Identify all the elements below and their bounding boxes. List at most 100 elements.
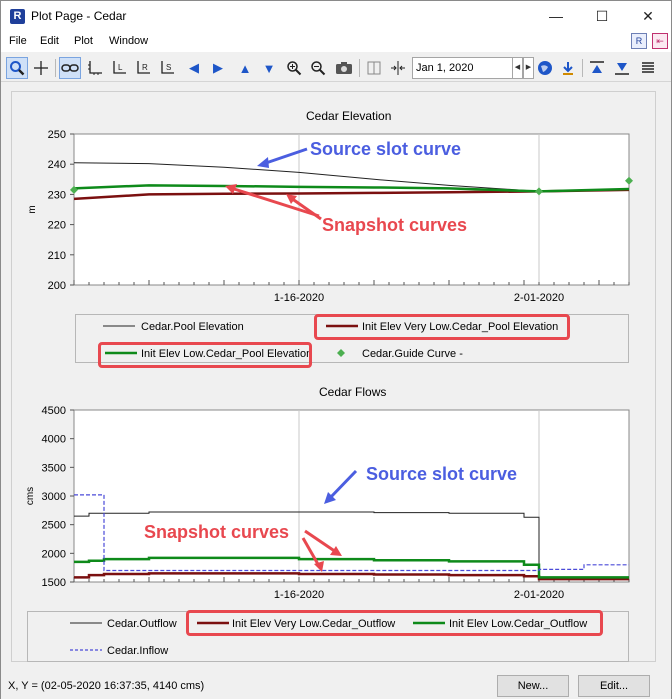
globe-icon[interactable] — [534, 57, 556, 79]
chart2-title: Cedar Flows — [319, 385, 387, 399]
date-prev-button[interactable]: ◀ — [512, 57, 523, 79]
menu-edit[interactable]: Edit — [40, 35, 59, 47]
annotation-arrows-elevation — [225, 147, 322, 221]
axis-s-icon[interactable]: S — [156, 57, 178, 79]
status-bar: X, Y = (02-05-2020 16:37:35, 4140 cms) — [1, 673, 671, 699]
toolbar: L R S ◀ ▶ ▲ ▼ — [1, 54, 671, 82]
y-tick-label: 4500 — [42, 405, 66, 417]
y-tick-label: 1500 — [42, 577, 66, 589]
restore-doc-icon[interactable]: R — [631, 33, 647, 49]
axis-right-icon[interactable]: R — [132, 57, 154, 79]
flows-chart: 1-16-2020 2-01-2020 1500 2000 2500 3000 3500 40… — [25, 405, 630, 601]
series-line-init-elev-low-cedar-pool-elevation — [74, 184, 629, 193]
arrow-left-icon[interactable]: ◀ — [189, 60, 199, 75]
date-field[interactable]: Jan 1, 2020 — [412, 57, 513, 79]
y-tick-label: 220 — [48, 220, 66, 232]
annotation-snapshot-flows: Snapshot curves — [144, 522, 290, 542]
window-title: Plot Page - Cedar — [31, 9, 127, 23]
zoom-icon[interactable] — [6, 57, 28, 79]
series-marker-cedar-guide-curve — [70, 185, 78, 194]
split-icon[interactable] — [363, 57, 385, 79]
align-bottom-icon[interactable] — [611, 57, 633, 79]
x-tick-label: 2-01-2020 — [514, 292, 564, 304]
y-tick-label: 250 — [48, 129, 66, 141]
vertical-scrollbar[interactable] — [657, 91, 671, 662]
series-marker-cedar-guide-curve — [535, 187, 543, 196]
arrow-up-icon[interactable]: ▲ — [238, 60, 252, 76]
legend-swatch-verylow — [326, 324, 358, 328]
fit-icon[interactable] — [387, 57, 409, 79]
download-icon[interactable] — [557, 57, 579, 79]
chart2-legend — [27, 611, 629, 662]
zoom-in-icon[interactable] — [283, 57, 305, 79]
annotation-arrows-flows — [301, 469, 358, 572]
camera-icon[interactable] — [333, 57, 355, 79]
date-next-button[interactable]: ▶ — [523, 57, 534, 79]
legend-swatch-inflow — [70, 649, 102, 651]
y-tick-label: 3500 — [42, 462, 66, 474]
highlight-verylow-elevation — [314, 314, 570, 340]
axis-left-icon[interactable]: L — [108, 57, 130, 79]
y-tick-label: 2500 — [42, 520, 66, 532]
legend-verylow-outflow: Init Elev Very Low.Cedar_Outflow — [232, 618, 396, 630]
menu-plot[interactable]: Plot — [74, 35, 93, 47]
menu-file[interactable]: File — [9, 35, 27, 47]
svg-text:R: R — [142, 63, 148, 72]
highlight-snapshot-outflows — [186, 610, 603, 636]
y-tick-label: 2000 — [42, 548, 66, 560]
legend-swatch-verylow-outflow — [197, 621, 229, 625]
chart1-title: Cedar Elevation — [306, 109, 392, 123]
new-button[interactable]: New... — [497, 675, 569, 697]
legend-swatch-pool — [103, 325, 135, 327]
svg-text:S: S — [166, 63, 171, 72]
svg-text:L: L — [118, 63, 123, 72]
list-icon[interactable] — [637, 57, 659, 79]
y-tick-label: 210 — [48, 250, 66, 262]
cursor-coordinates: X, Y = (02-05-2020 16:37:35, 4140 cms) — [8, 680, 205, 692]
legend-outflow: Cedar.Outflow — [107, 618, 177, 630]
x-tick-label: 1-16-2020 — [274, 292, 324, 304]
legend-verylow-elevation: Init Elev Very Low.Cedar_Pool Elevation — [362, 321, 559, 333]
zoom-out-icon[interactable] — [307, 57, 329, 79]
x-tick-label: 1-16-2020 — [274, 589, 324, 601]
y-tick-label: 230 — [48, 189, 66, 201]
legend-swatch-guide — [337, 349, 345, 357]
app-icon: R — [10, 9, 25, 24]
edit-button[interactable]: Edit... — [578, 675, 650, 697]
legend-low-elevation: Init Elev Low.Cedar_Pool Elevation — [141, 348, 313, 360]
series-marker-cedar-guide-curve — [625, 176, 633, 185]
legend-pool-elevation: Cedar.Pool Elevation — [141, 321, 244, 333]
align-top-icon[interactable] — [586, 57, 608, 79]
y-tick-label: 200 — [48, 280, 66, 292]
plot-background — [73, 409, 630, 583]
minimize-button[interactable]: — — [549, 8, 563, 24]
annotation-source-flows: Source slot curve — [366, 464, 518, 484]
arrow-down-icon[interactable]: ▼ — [262, 60, 276, 76]
menu-bar: File Edit Plot Window R ⇤ — [1, 32, 671, 52]
series-line-cedar-inflow — [74, 494, 629, 572]
y-tick-label: 240 — [48, 159, 66, 171]
menu-window[interactable]: Window — [109, 35, 149, 47]
axis-icon[interactable] — [84, 57, 106, 79]
legend-swatch-low — [105, 351, 137, 355]
legend-swatch-low-outflow — [413, 621, 445, 625]
pin-icon[interactable]: ⇤ — [652, 33, 668, 49]
maximize-button[interactable]: ☐ — [595, 8, 609, 24]
legend-guide-curve: Cedar.Guide Curve - — [362, 348, 463, 360]
close-button[interactable]: ✕ — [642, 8, 654, 24]
series-line-init-elev-low-cedar-outflow — [74, 556, 629, 579]
plot-background — [73, 133, 630, 286]
legend-low-outflow: Init Elev Low.Cedar_Outflow — [449, 618, 588, 630]
y-tick-label: 4000 — [42, 434, 66, 446]
highlight-low-elevation — [98, 342, 312, 368]
link-icon[interactable] — [59, 57, 81, 79]
arrow-right-icon[interactable]: ▶ — [213, 60, 223, 75]
legend-swatch-outflow — [70, 622, 102, 624]
annotation-snapshot-elevation: Snapshot curves — [322, 215, 468, 235]
y-tick-label: 3000 — [42, 491, 66, 503]
crosshair-icon[interactable] — [30, 57, 52, 79]
y-axis-label: cms — [25, 487, 36, 505]
y-axis-label: m — [27, 205, 38, 213]
elevation-chart: 1-16-2020 2-01-2020 200 210 220 230 240 250 m — [27, 129, 633, 304]
